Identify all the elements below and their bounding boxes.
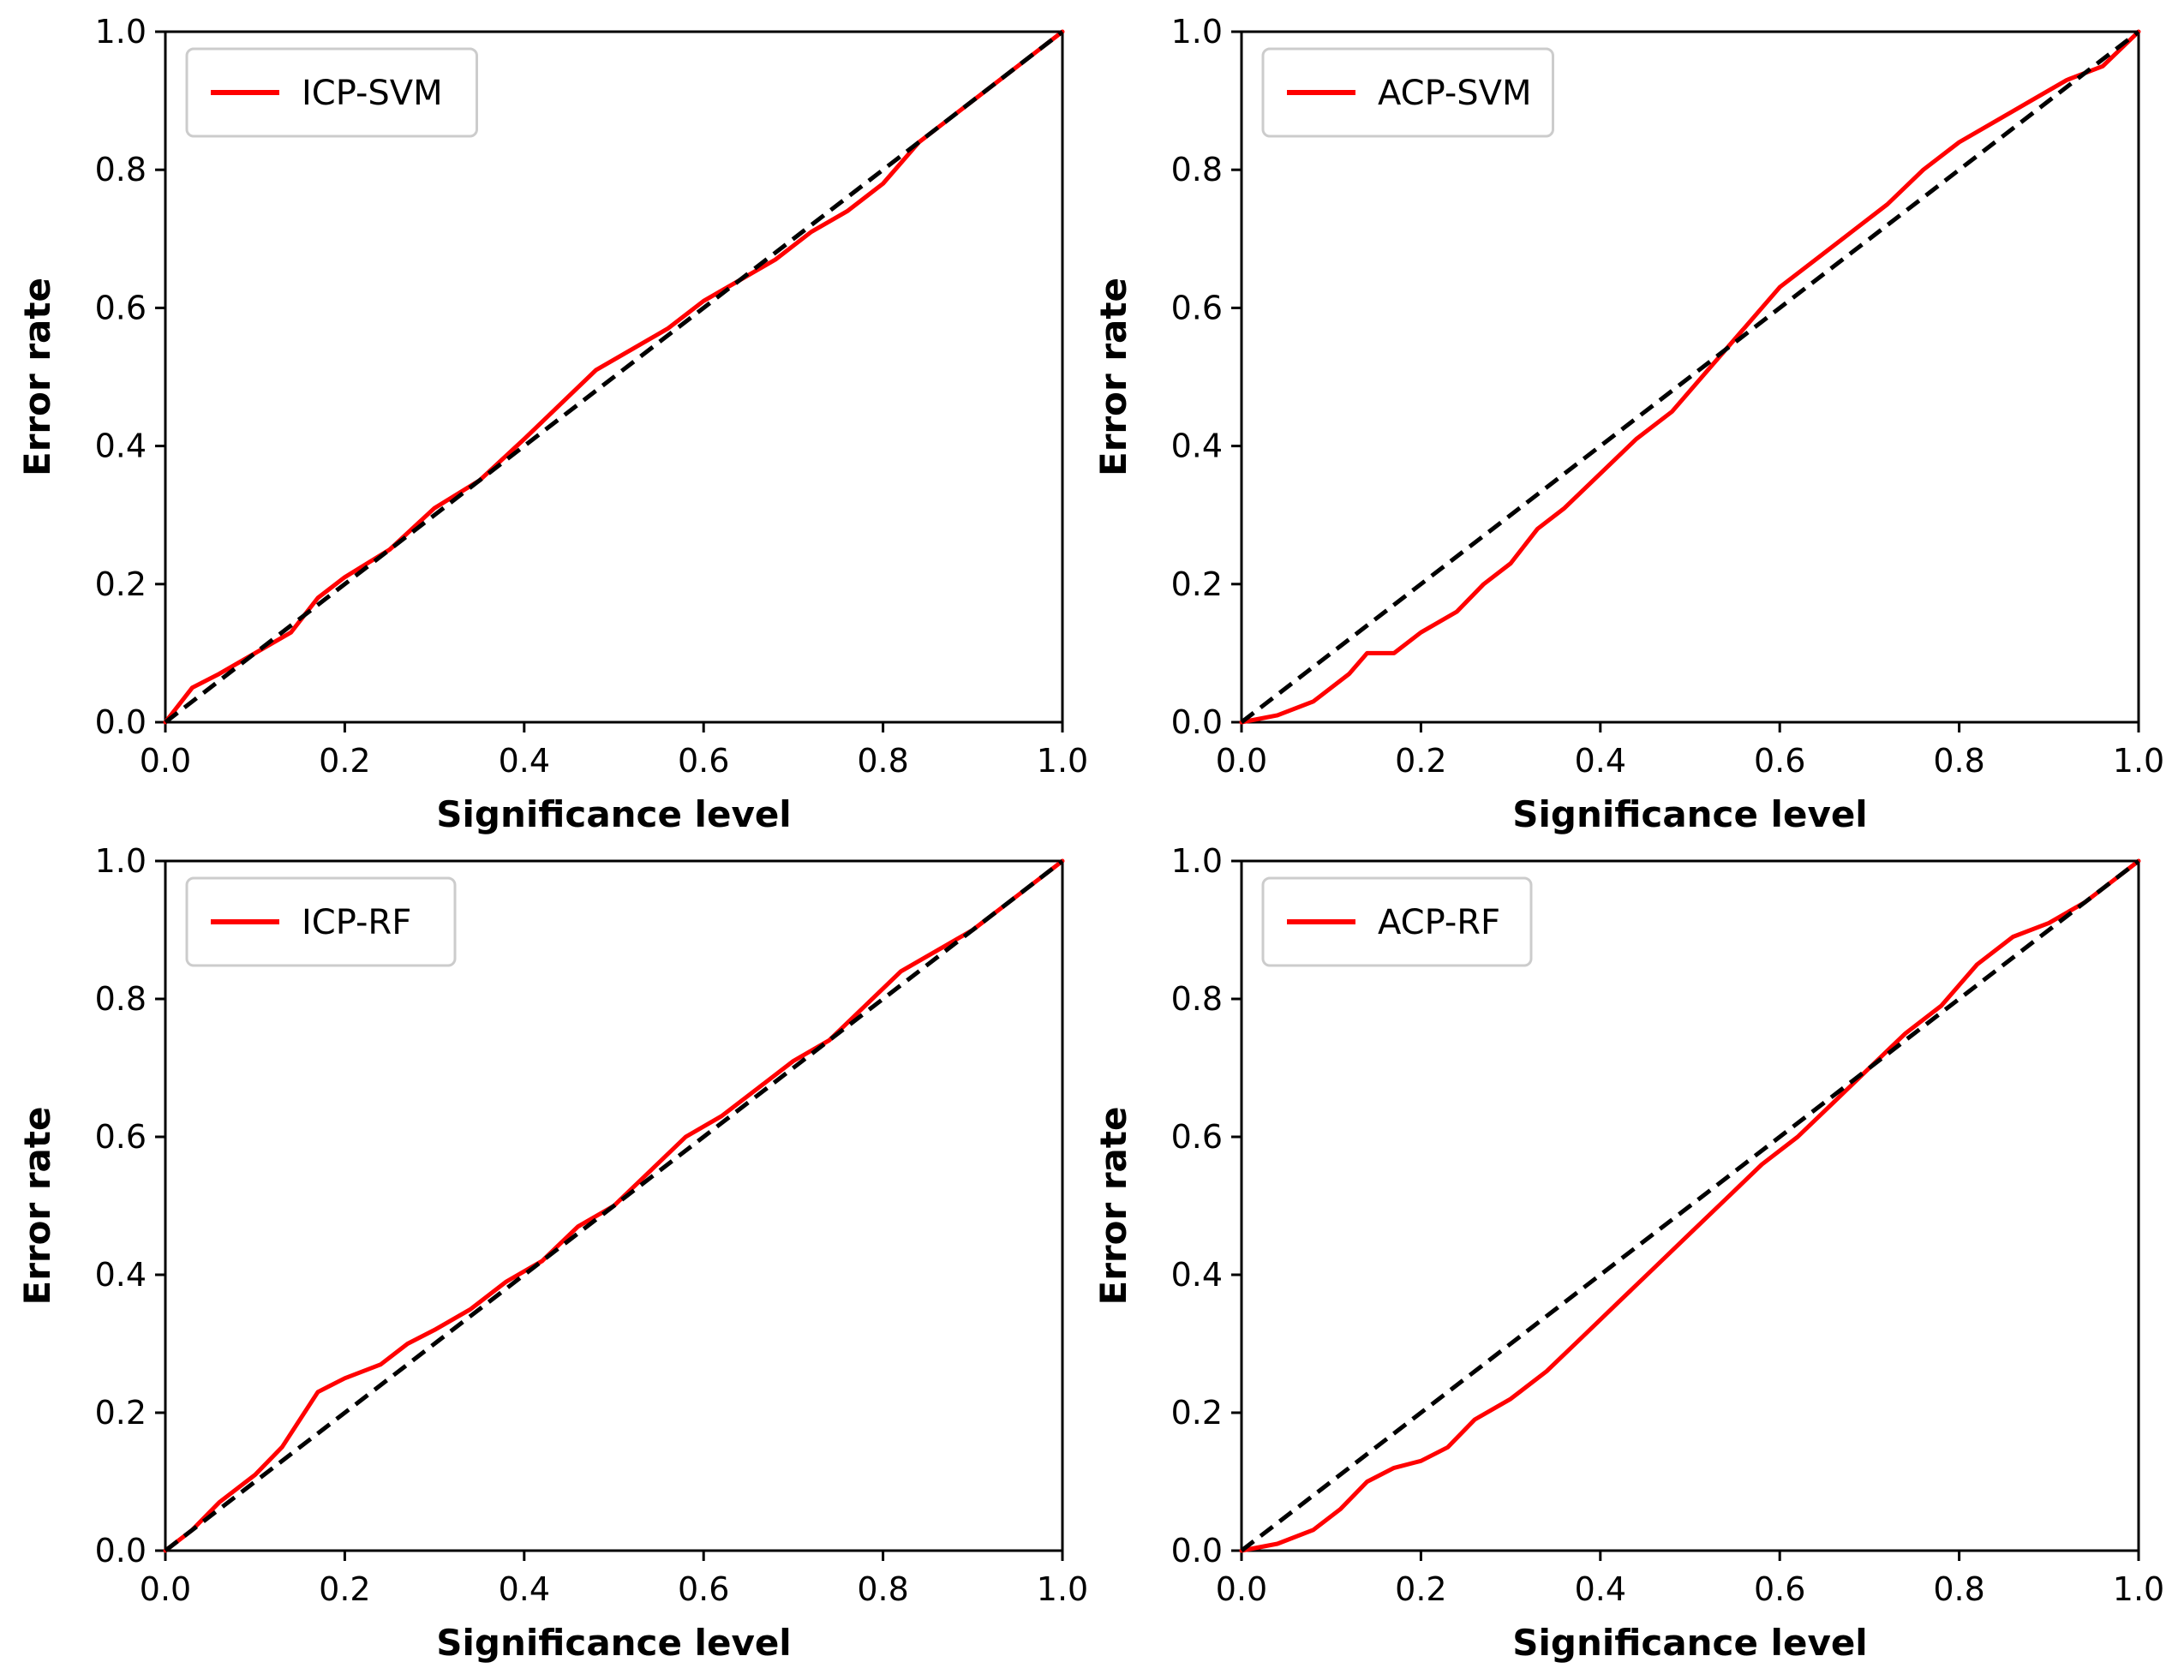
legend: ICP-RF: [185, 876, 457, 967]
x-tick-label: 1.0: [1037, 1570, 1088, 1608]
y-tick-label: 1.0: [95, 842, 147, 880]
y-tick-label: 0.6: [95, 289, 147, 326]
y-axis-title: Error rate: [1092, 1107, 1134, 1306]
x-tick-label: 0.8: [1933, 742, 1984, 780]
x-tick-label: 0.8: [857, 742, 908, 780]
y-tick-label: 0.2: [1171, 1394, 1223, 1432]
y-tick-label: 0.6: [1171, 1118, 1223, 1156]
x-tick-label: 0.4: [499, 1570, 550, 1608]
y-tick-label: 0.0: [1171, 1532, 1223, 1569]
legend: ACP-RF: [1261, 876, 1533, 967]
x-tick-label: 0.0: [140, 742, 191, 780]
x-tick-label: 0.6: [1754, 742, 1805, 780]
y-tick-label: 0.2: [95, 1394, 147, 1432]
legend-box: [185, 47, 478, 138]
y-axis-title: Error rate: [16, 278, 58, 476]
x-tick-label: 0.4: [1575, 742, 1626, 780]
y-tick-label: 0.0: [95, 1532, 147, 1569]
series-line-acp-rf: [1239, 858, 2141, 1553]
panel-1: 0.0 0.2 0.4 0.6 0.8 1.0 0.0 0.2 0.4 0.6 0.8 1.0 Sign…: [16, 13, 1088, 835]
x-tick-label: 0.8: [857, 1570, 908, 1608]
legend-label: ACP-SVM: [1378, 74, 1532, 113]
y-tick-label: 0.8: [1171, 980, 1223, 1018]
x-tick-label: 0.6: [678, 742, 729, 780]
legend-box: [1261, 876, 1533, 967]
reference-diagonal-line: [164, 30, 1064, 724]
reference-diagonal-line: [164, 859, 1064, 1552]
y-tick-label: 0.6: [1171, 289, 1223, 326]
y-tick-label: 1.0: [1171, 13, 1223, 51]
x-tick-label: 0.4: [499, 742, 550, 780]
y-tick-label: 0.4: [1171, 1256, 1223, 1294]
x-tick-label: 0.0: [140, 1570, 191, 1608]
x-tick-label: 1.0: [2113, 742, 2164, 780]
x-tick-label: 0.0: [1216, 1570, 1267, 1608]
x-axis-title: Significance level: [1512, 1622, 1867, 1664]
y-tick-label: 0.0: [95, 703, 147, 741]
x-axis-title: Significance level: [1512, 793, 1867, 835]
series-line-icp-rf: [163, 858, 1065, 1553]
x-tick-label: 0.2: [319, 1570, 370, 1608]
legend-label: ACP-RF: [1378, 903, 1500, 942]
y-tick-label: 0.8: [95, 151, 147, 188]
y-tick-label: 0.0: [1171, 703, 1223, 741]
y-tick-label: 0.4: [95, 427, 147, 465]
series-line-acp-svm: [1239, 29, 2141, 725]
x-tick-label: 1.0: [2113, 1570, 2164, 1608]
y-tick-label: 1.0: [95, 13, 147, 51]
panel-2: 0.0 0.2 0.4 0.6 0.8 1.0 0.0 0.2 0.4 0.6 0.8 1.0 Sign…: [1092, 13, 2164, 835]
legend-box: [1261, 47, 1554, 138]
legend-label: ICP-RF: [302, 903, 411, 942]
legend-label: ICP-SVM: [302, 74, 443, 113]
y-axis-title: Error rate: [1092, 278, 1134, 476]
y-tick-label: 0.8: [1171, 151, 1223, 188]
y-tick-label: 0.4: [1171, 427, 1223, 465]
x-tick-label: 0.8: [1933, 1570, 1984, 1608]
reference-diagonal-line: [1240, 859, 2140, 1552]
x-tick-label: 1.0: [1037, 742, 1088, 780]
legend: ICP-SVM: [185, 47, 478, 138]
y-tick-label: 0.4: [95, 1256, 147, 1294]
reference-diagonal-line: [1240, 30, 2140, 724]
y-tick-label: 0.8: [95, 980, 147, 1018]
x-axis-title: Significance level: [436, 793, 791, 835]
x-tick-label: 0.2: [1395, 742, 1446, 780]
x-tick-label: 0.0: [1216, 742, 1267, 780]
y-tick-label: 0.2: [95, 565, 147, 603]
x-tick-label: 0.2: [319, 742, 370, 780]
y-axis-title: Error rate: [16, 1107, 58, 1306]
y-tick-label: 1.0: [1171, 842, 1223, 880]
x-tick-label: 0.4: [1575, 1570, 1626, 1608]
legend: ACP-SVM: [1261, 47, 1554, 138]
x-tick-label: 0.6: [1754, 1570, 1805, 1608]
panel-3: 0.0 0.2 0.4 0.6 0.8 1.0 0.0 0.2 0.4 0.6 0.8 1.0 Sign…: [16, 842, 1088, 1664]
x-tick-label: 0.2: [1395, 1570, 1446, 1608]
y-tick-label: 0.2: [1171, 565, 1223, 603]
x-axis-title: Significance level: [436, 1622, 791, 1664]
y-tick-label: 0.6: [95, 1118, 147, 1156]
panel-4: 0.0 0.2 0.4 0.6 0.8 1.0 0.0 0.2 0.4 0.6 0.8 1.0 Sign…: [1092, 842, 2164, 1664]
x-tick-label: 0.6: [678, 1570, 729, 1608]
legend-box: [185, 876, 457, 967]
